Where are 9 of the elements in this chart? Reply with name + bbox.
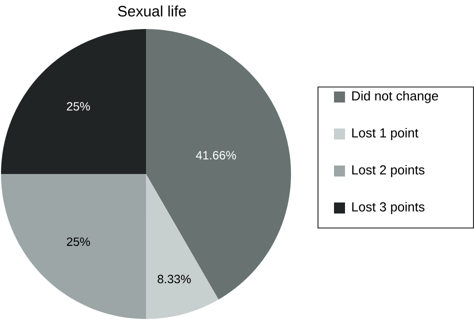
data-label: 41.66% xyxy=(196,150,236,160)
legend-label: Lost 2 points xyxy=(352,164,424,178)
data-label: 25% xyxy=(66,102,90,111)
chart-title: Sexual life xyxy=(118,5,186,16)
data-label: 25% xyxy=(66,237,90,246)
legend-label: Lost 1 point xyxy=(352,128,418,140)
legend-label: Did not change xyxy=(352,90,438,104)
legend-label: Lost 3 points xyxy=(352,202,424,214)
data-label: 8.33% xyxy=(158,274,191,284)
